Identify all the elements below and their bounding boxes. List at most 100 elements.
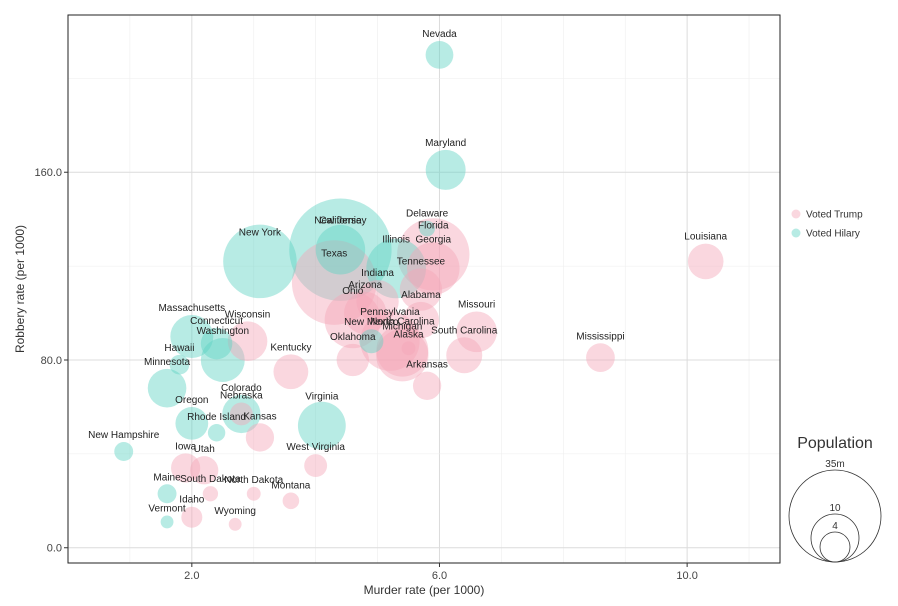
point-label-idaho: Idaho	[179, 495, 204, 506]
legend-label-voted-trump: Voted Trump	[806, 210, 863, 221]
plot-background	[68, 15, 780, 563]
size-legend-circle-35m	[788, 469, 882, 563]
point-label-south-dakota: South Dakota	[180, 474, 241, 485]
point-label-alaska: Alaska	[394, 329, 424, 340]
point-north-dakota	[246, 486, 261, 501]
points-layer	[114, 41, 724, 531]
point-label-mississippi: Mississippi	[576, 331, 624, 342]
point-label-montana: Montana	[271, 481, 310, 492]
point-arizona	[344, 291, 387, 335]
point-label-arkansas: Arkansas	[406, 360, 448, 371]
point-ohio	[324, 291, 381, 349]
point-label-minnesota: Minnesota	[144, 357, 191, 368]
point-maine	[157, 484, 177, 504]
y-tick-label: 80.0	[41, 355, 62, 367]
point-wisconsin	[227, 321, 268, 362]
point-maryland	[425, 149, 466, 190]
legend-key-voted-trump	[791, 209, 801, 219]
color-legend: Voted Trump Voted Hilary	[791, 209, 863, 240]
point-utah	[190, 456, 219, 485]
point-kansas	[245, 423, 275, 452]
x-axis-title: Murder rate (per 1000)	[364, 583, 485, 597]
point-label-nebraska: Nebraska	[220, 391, 263, 402]
point-mississippi	[586, 343, 615, 373]
y-tick-label: 0.0	[47, 543, 62, 555]
point-colorado	[222, 394, 261, 434]
point-illinois	[366, 238, 426, 299]
size-legend-label-4: 4	[832, 521, 838, 532]
point-oklahoma	[336, 343, 369, 377]
size-legend-title: Population	[797, 435, 873, 452]
legend-key-voted-hilary	[791, 228, 801, 238]
point-louisiana	[687, 243, 724, 280]
point-label-utah: Utah	[194, 444, 215, 455]
size-legend-circle-4	[819, 531, 851, 563]
point-wyoming	[228, 517, 242, 531]
point-georgia	[407, 242, 460, 295]
legend-label-voted-hilary: Voted Hilary	[806, 229, 860, 240]
point-label-maryland: Maryland	[425, 138, 466, 149]
point-label-oklahoma: Oklahoma	[330, 332, 376, 343]
grid-layer	[67, 15, 780, 563]
point-idaho	[181, 506, 203, 528]
point-label-michigan: Michigan	[382, 321, 422, 332]
x-tick-label: 10.0	[676, 570, 697, 582]
point-virginia	[297, 401, 346, 450]
point-label-massachusetts: Massachusetts	[158, 303, 225, 314]
point-label-tennessee: Tennessee	[397, 256, 446, 267]
point-nebraska	[229, 402, 253, 426]
point-label-wyoming: Wyoming	[214, 506, 256, 517]
point-montana	[282, 492, 300, 510]
point-label-wisconsin: Wisconsin	[225, 309, 271, 320]
point-label-delaware: Delaware	[406, 209, 449, 220]
point-label-kentucky: Kentucky	[270, 342, 311, 353]
point-new-york	[223, 224, 297, 299]
point-kentucky	[273, 354, 309, 390]
point-label-new-mexico: New Mexico	[344, 317, 399, 328]
point-texas	[291, 240, 377, 325]
point-south-dakota	[202, 486, 219, 502]
point-label-north-carolina: North Carolina	[370, 317, 435, 328]
point-washington	[200, 338, 245, 382]
point-tennessee	[399, 268, 443, 311]
point-label-florida: Florida	[418, 220, 449, 231]
point-label-new-jersey: New Jersey	[314, 216, 366, 227]
point-label-virginia: Virginia	[305, 392, 339, 403]
point-north-carolina	[376, 324, 429, 377]
point-label-north-dakota: North Dakota	[224, 475, 283, 486]
point-label-washington: Washington	[197, 326, 249, 337]
point-label-alabama: Alabama	[401, 290, 441, 301]
point-label-rhode-island: Rhode Island	[187, 412, 246, 423]
point-west-virginia	[304, 454, 328, 478]
point-michigan	[376, 329, 429, 382]
point-nevada	[425, 41, 454, 69]
point-label-maine: Maine	[153, 472, 181, 483]
point-arkansas	[412, 371, 442, 400]
size-legend-label-10: 10	[829, 503, 841, 514]
point-label-oregon: Oregon	[175, 395, 208, 406]
point-label-pennsylvania: Pennsylvania	[360, 307, 420, 318]
point-label-illinois: Illinois	[382, 234, 410, 245]
point-iowa	[171, 453, 201, 483]
point-label-california: California	[319, 216, 362, 227]
point-label-kansas: Kansas	[243, 411, 276, 422]
y-axis-title: Robbery rate (per 1000)	[13, 225, 27, 353]
point-minnesota	[147, 368, 187, 408]
size-legend: Population 35m 10 4	[788, 435, 882, 563]
x-tick-label: 6.0	[432, 570, 447, 582]
point-label-ohio: Ohio	[342, 286, 364, 297]
point-label-nevada: Nevada	[422, 29, 457, 40]
point-label-missouri: Missouri	[458, 300, 495, 311]
point-connecticut	[200, 327, 233, 360]
point-rhode-island	[207, 424, 226, 442]
point-label-louisiana: Louisiana	[684, 232, 727, 243]
point-alabama	[402, 301, 440, 339]
point-hawaii	[169, 354, 190, 375]
point-label-colorado: Colorado	[221, 383, 262, 394]
point-label-south-carolina: South Carolina	[431, 325, 498, 336]
point-new-mexico	[359, 329, 384, 354]
point-label-hawaii: Hawaii	[164, 343, 194, 354]
point-florida	[397, 218, 470, 291]
